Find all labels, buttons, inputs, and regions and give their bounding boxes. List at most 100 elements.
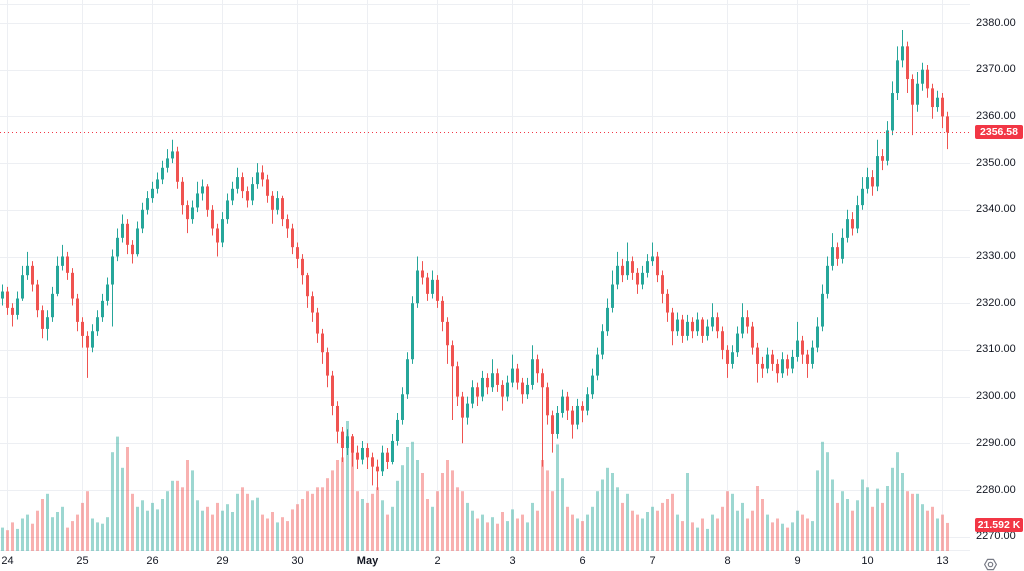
candle-body	[471, 387, 474, 404]
gear-icon	[983, 558, 997, 570]
time-axis[interactable]: 24 25 26 29 30 May 2 3 6 7 8 9 10 13	[0, 551, 970, 571]
volume-bar	[101, 523, 104, 551]
candle-body	[466, 403, 469, 418]
volume-bar	[631, 510, 634, 551]
candle-body	[301, 258, 304, 276]
candle-body	[586, 394, 589, 411]
volume-bar	[831, 479, 834, 551]
volume-bar	[126, 447, 129, 551]
volume-bar	[866, 487, 869, 551]
candle-body	[311, 296, 314, 313]
volume-bar	[741, 502, 744, 551]
volume-bar	[46, 493, 49, 551]
candle-body	[306, 275, 309, 297]
volume-bar	[251, 500, 254, 551]
candle-body	[581, 405, 584, 411]
candle-body	[571, 410, 574, 425]
candle-body	[401, 394, 404, 420]
volume-bar	[21, 518, 24, 551]
candle-body	[256, 172, 259, 185]
volume-bar	[151, 502, 154, 551]
volume-bar	[931, 506, 934, 551]
volume-bar	[246, 493, 249, 551]
volume-bar	[146, 510, 149, 551]
candle-body	[756, 347, 759, 364]
volume-bar	[891, 467, 894, 551]
price-tick-label: 2340.00	[976, 203, 1016, 216]
volume-bar	[776, 518, 779, 551]
volume-bar	[176, 480, 179, 551]
time-tick-label: 3	[509, 555, 516, 567]
candle-body	[551, 415, 554, 434]
volume-bar	[196, 500, 199, 551]
candle-body	[461, 396, 464, 418]
candle-body	[166, 158, 169, 168]
volume-bar	[51, 517, 54, 551]
volume-bar	[881, 502, 884, 551]
candle-body	[601, 331, 604, 355]
volume-bar	[191, 470, 194, 551]
volume-bar	[586, 514, 589, 551]
volume-bar	[546, 470, 549, 551]
candle-body	[641, 272, 644, 285]
volume-bar	[516, 518, 519, 551]
volume-bar	[576, 518, 579, 551]
candle-body	[596, 354, 599, 376]
candle-body	[361, 447, 364, 460]
candle-body	[651, 256, 654, 262]
candle-body	[791, 356, 794, 369]
candle-body	[526, 384, 529, 395]
volume-bar	[361, 499, 364, 551]
candle-body	[41, 310, 44, 329]
candle-body	[696, 319, 699, 332]
volume-bar	[506, 521, 509, 551]
candle-body	[316, 312, 319, 334]
candle-body	[631, 261, 634, 273]
volume-bar	[806, 518, 809, 551]
candle-body	[871, 177, 874, 187]
price-tick-label: 2280.00	[976, 483, 1016, 496]
candle-body	[456, 366, 459, 397]
time-tick-label: 10	[861, 555, 874, 567]
candle-body	[616, 265, 619, 285]
candle-body	[331, 375, 334, 406]
time-tick-label: 30	[291, 555, 304, 567]
candle-body	[431, 279, 434, 294]
time-axis-settings-button[interactable]	[982, 556, 998, 571]
candle-body	[766, 354, 769, 369]
volume-bar	[286, 521, 289, 551]
volume-bar	[726, 491, 729, 551]
volume-bar	[341, 457, 344, 551]
volume-bar	[476, 518, 479, 551]
candle-body	[611, 284, 614, 308]
candle-body	[761, 363, 764, 369]
candle-body	[191, 207, 194, 220]
candle-body	[901, 46, 904, 61]
candle-body	[116, 237, 119, 257]
volume-bar	[371, 493, 374, 551]
price-tick-label: 2330.00	[976, 250, 1016, 262]
volume-bar	[56, 512, 59, 551]
volume-bar	[836, 502, 839, 551]
candle-body	[226, 200, 229, 220]
price-axis[interactable]: 2380.00 2370.00 2360.00 2350.00 2340.00 2330.…	[970, 0, 1024, 551]
volume-bar	[526, 522, 529, 551]
volume-bar	[81, 502, 84, 551]
candle-body	[176, 151, 179, 182]
volume-bar	[636, 514, 639, 551]
volume-bar	[226, 504, 229, 551]
candle-body	[511, 368, 514, 383]
volume-bar	[501, 512, 504, 551]
volume-bar	[646, 512, 649, 551]
volume-bar	[301, 499, 304, 551]
volume-bar	[141, 500, 144, 551]
candle-body	[941, 97, 944, 117]
candle-body	[416, 270, 419, 304]
candle-body	[376, 466, 379, 472]
candle-body	[736, 333, 739, 353]
volume-bar	[511, 509, 514, 551]
volume-bar	[571, 514, 574, 551]
candle-body	[206, 186, 209, 210]
candle-body	[381, 452, 384, 472]
